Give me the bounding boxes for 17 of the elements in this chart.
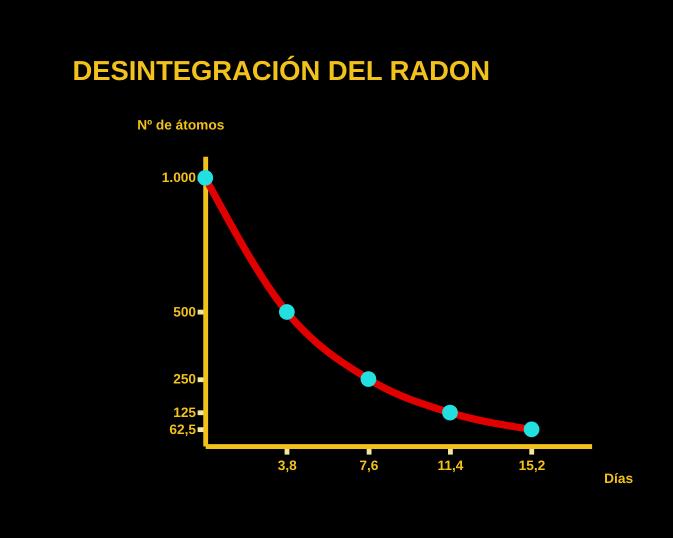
y-tick-label: 1.000 bbox=[162, 170, 196, 186]
x-axis-title: Días bbox=[604, 470, 634, 486]
y-tick-label: 250 bbox=[173, 371, 196, 386]
y-tick-label: 62,5 bbox=[169, 422, 196, 437]
point bbox=[197, 170, 214, 186]
x-tick-label: 11,4 bbox=[437, 458, 464, 473]
x-tick-label: 3,8 bbox=[278, 458, 298, 473]
chart-title: DESINTEGRACIÓN DEL RADON bbox=[72, 54, 490, 86]
x-tick-label: 15,2 bbox=[518, 458, 546, 473]
point bbox=[360, 371, 376, 387]
point bbox=[442, 404, 458, 420]
y-tick-label: 125 bbox=[173, 405, 196, 420]
x-tick-label: 7,6 bbox=[359, 458, 379, 473]
y-tick-label: 500 bbox=[173, 304, 196, 320]
point bbox=[524, 422, 540, 438]
y-axis-title: Nº de átomos bbox=[137, 117, 225, 132]
point bbox=[279, 304, 295, 320]
